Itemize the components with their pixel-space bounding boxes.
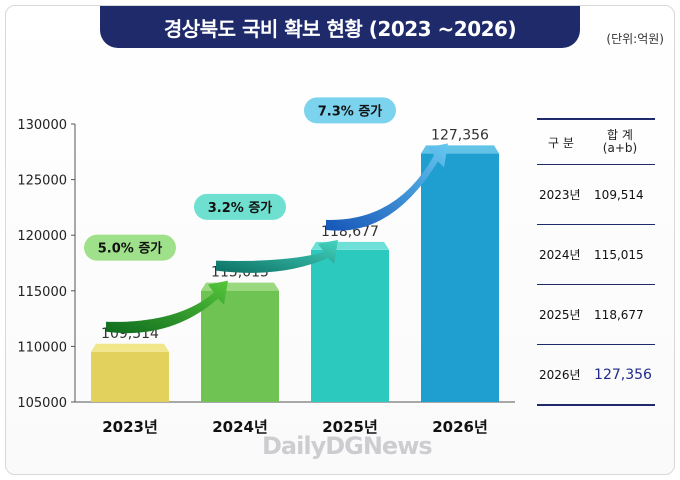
- increase-badge: 5.0% 증가: [84, 234, 228, 334]
- table-header-total-label: 합 계: [607, 128, 633, 142]
- summary-table: 구 분 합 계 (a+b) 2023년 109,514 2024년 115,01…: [537, 118, 655, 406]
- table-row: 2023년 109,514: [537, 165, 655, 225]
- table-cell-value: 127,356: [594, 366, 652, 383]
- table-row: 2026년 127,356: [537, 345, 655, 406]
- table-cell-value: 115,015: [594, 247, 644, 262]
- unit-label: (단위:억원): [606, 32, 664, 46]
- table-cell-year: 2024년: [539, 248, 581, 262]
- bar: [311, 249, 389, 402]
- title-banner: 경상북도 국비 확보 현황 (2023 ~2026): [100, 6, 580, 48]
- badge-pill: [304, 97, 396, 124]
- increase-arrow: [106, 280, 228, 334]
- category-label: 2024년: [212, 418, 268, 436]
- increase-badge: 3.2% 증가: [194, 193, 338, 273]
- y-tick-label: 130000: [17, 118, 67, 133]
- increase-badge: 7.3% 증가: [304, 97, 448, 231]
- increase-arrow: [216, 239, 338, 273]
- y-tick-label: 120000: [17, 229, 67, 244]
- table-cell-year: 2026년: [539, 368, 581, 382]
- y-tick-label: 115000: [17, 285, 67, 300]
- y-tick-label: 110000: [17, 340, 67, 355]
- badge-label: 7.3% 증가: [318, 104, 383, 119]
- category-label: 2025년: [322, 418, 378, 436]
- bar: [201, 290, 279, 402]
- table-header-category: 구 분: [548, 135, 574, 150]
- bar: [91, 351, 169, 402]
- y-tick-label: 125000: [17, 174, 67, 189]
- badge-label: 3.2% 증가: [208, 201, 273, 216]
- table-cell-year: 2025년: [539, 308, 581, 322]
- table-row: 2025년 118,677: [537, 285, 655, 345]
- value-label: 127,356: [431, 127, 489, 143]
- bar: [421, 153, 499, 402]
- table-cell-value: 109,514: [594, 187, 644, 202]
- table-row: 2024년 115,015: [537, 225, 655, 285]
- table-cell-year: 2023년: [539, 188, 581, 202]
- y-tick-label: 105000: [17, 396, 67, 411]
- watermark-logo: DailyDGNews: [262, 432, 433, 460]
- badge-label: 5.0% 증가: [98, 242, 163, 257]
- chart-title: 경상북도 국비 확보 현황 (2023 ~2026): [163, 16, 517, 41]
- badge-pill: [84, 234, 176, 261]
- category-label: 2026년: [432, 418, 488, 436]
- badge-pill: [194, 193, 286, 220]
- increase-arrow: [326, 143, 448, 231]
- table-header: 구 분 합 계 (a+b): [537, 118, 655, 165]
- table-header-total: 합 계 (a+b): [585, 129, 655, 155]
- bar-cap: [91, 343, 169, 352]
- category-label: 2023년: [102, 418, 158, 436]
- table-header-total-sub: (a+b): [602, 141, 638, 155]
- table-cell-value: 118,677: [594, 307, 644, 322]
